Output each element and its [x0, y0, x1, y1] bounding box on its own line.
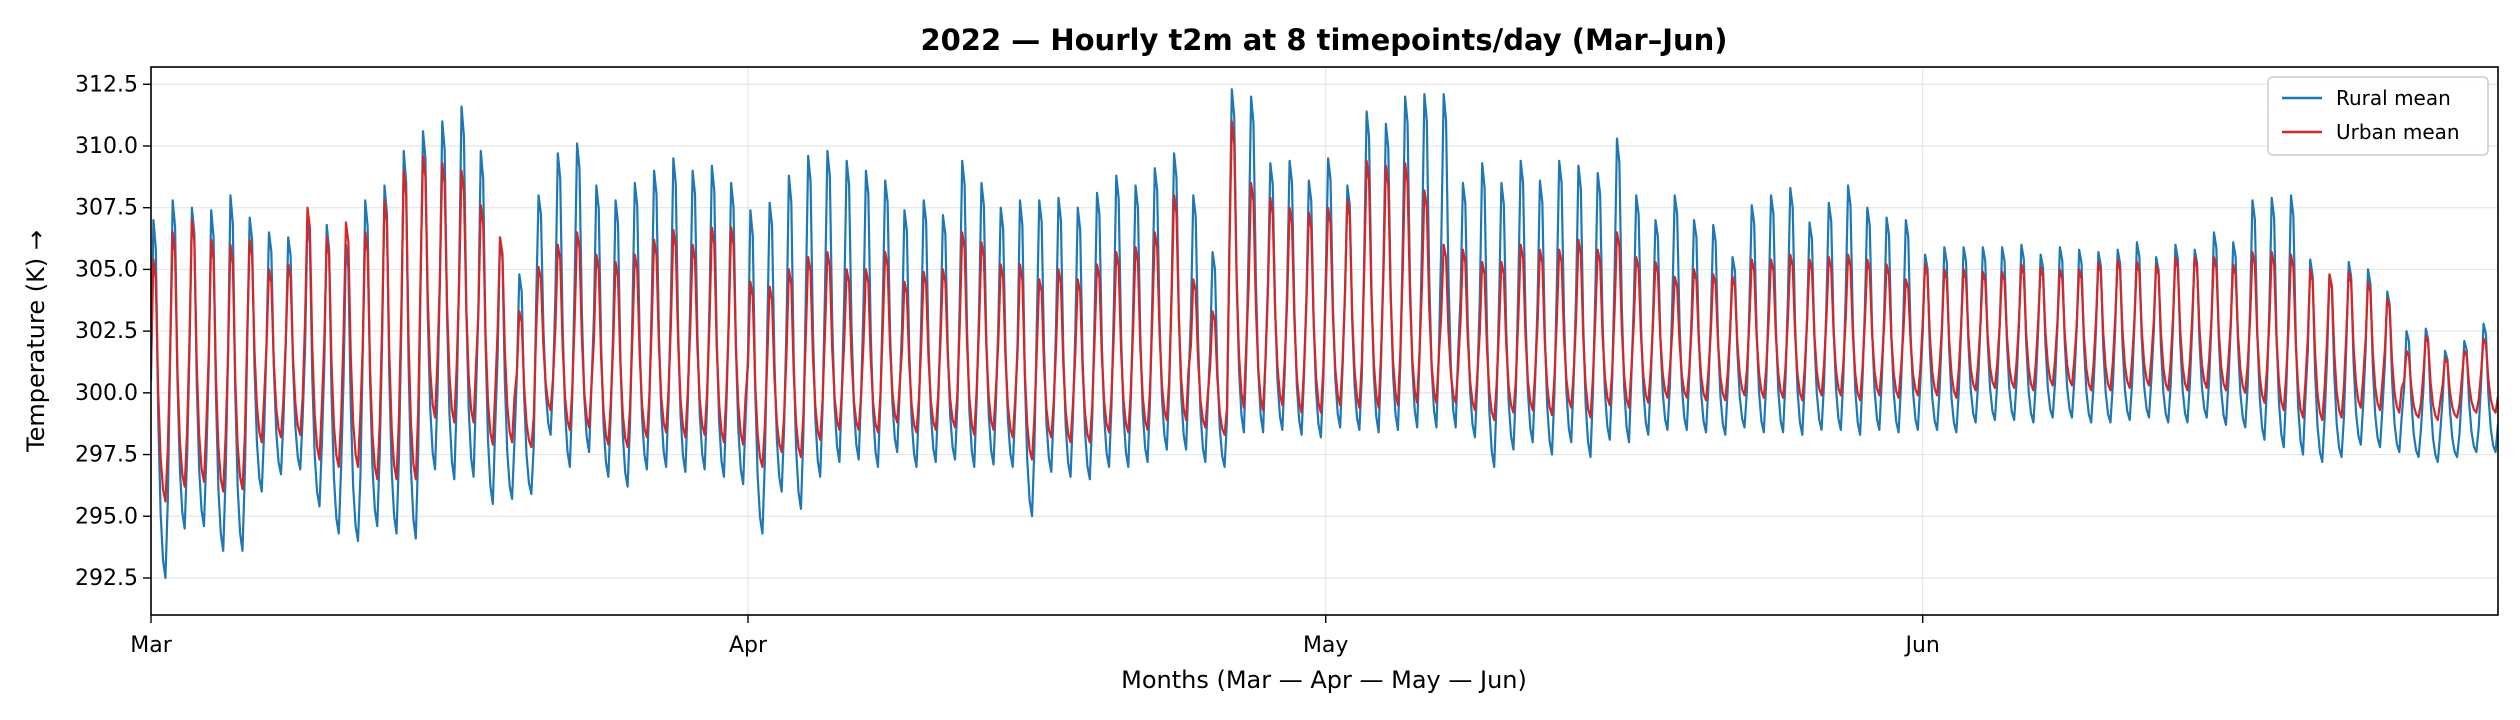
y-tick-label: 300.0	[75, 381, 138, 406]
x-tick-label: Apr	[729, 633, 768, 658]
y-axis: 292.5 295.0 297.5 300.0 302.5 305.0 307.5 310.0…	[75, 72, 151, 591]
y-tick-label: 295.0	[75, 504, 138, 529]
y-tick-label: 312.5	[75, 72, 138, 97]
y-tick-label: 292.5	[75, 566, 138, 591]
x-axis: Mar Apr May Jun	[130, 615, 1940, 658]
plot-frame	[150, 66, 2499, 616]
x-tick-label: Mar	[130, 633, 172, 658]
legend: Rural mean Urban mean	[2267, 76, 2489, 156]
legend-label-urban: Urban mean	[2336, 120, 2460, 144]
y-tick-label: 297.5	[75, 443, 138, 468]
x-tick-label: Jun	[1903, 633, 1939, 658]
urban-mean-line	[151, 120, 2498, 503]
x-tick-label: May	[1303, 633, 1348, 658]
series-layer	[151, 88, 2498, 580]
y-tick-label: 310.0	[75, 134, 138, 159]
y-tick-label: 307.5	[75, 196, 138, 221]
y-tick-label: 305.0	[75, 257, 138, 282]
x-axis-label: Months (Mar — Apr — May — Jun)	[1121, 666, 1527, 694]
legend-label-rural: Rural mean	[2336, 86, 2451, 110]
legend-box	[2267, 76, 2489, 156]
chart-title: 2022 — Hourly t2m at 8 timepoints/day (M…	[920, 23, 1727, 57]
y-axis-label: Temperature (K) →	[22, 230, 50, 453]
y-tick-label: 302.5	[75, 319, 138, 344]
